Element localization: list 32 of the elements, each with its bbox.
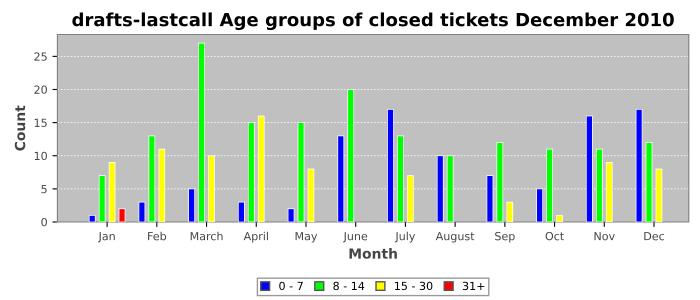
x-tick-label: May (296, 232, 318, 242)
x-tick-label: April (244, 232, 268, 242)
y-tick-label: 5 (41, 184, 47, 194)
y-tick-label: 20 (34, 85, 47, 94)
x-tick-label: August (436, 232, 474, 242)
bar (138, 202, 146, 222)
y-tick-label: 15 (34, 118, 47, 127)
x-tick-label: July (394, 232, 416, 242)
x-tick-label: June (343, 232, 368, 242)
x-tick-label: Nov (594, 232, 615, 240)
x-axis-title: Month (349, 248, 397, 259)
bar (238, 202, 245, 222)
bar (556, 215, 563, 222)
x-tick-label: Jan (98, 232, 115, 242)
y-tick-label: 10 (34, 152, 47, 160)
bar (506, 202, 514, 222)
legend-label: 8 - 14 (333, 282, 364, 290)
bar (118, 208, 126, 222)
legend-label: 31+ (462, 282, 484, 290)
y-tick-label: 0 (41, 218, 47, 226)
y-axis-title: Count (14, 105, 26, 151)
x-tick-label: Dec (644, 232, 664, 240)
legend-label: 0 - 7 (279, 282, 303, 290)
bar (88, 215, 96, 222)
chart-title: drafts-lastcall Age groups of closed tickets December 2010 (72, 12, 674, 30)
x-tick-label: March (190, 232, 223, 240)
x-tick-label: Oct (546, 232, 564, 240)
x-tick-label: Sep (495, 232, 515, 242)
bar (288, 208, 294, 222)
x-tick-label: Feb (148, 232, 166, 240)
y-tick-label: 25 (34, 52, 47, 61)
legend-label: 15 - 30 (395, 282, 432, 290)
